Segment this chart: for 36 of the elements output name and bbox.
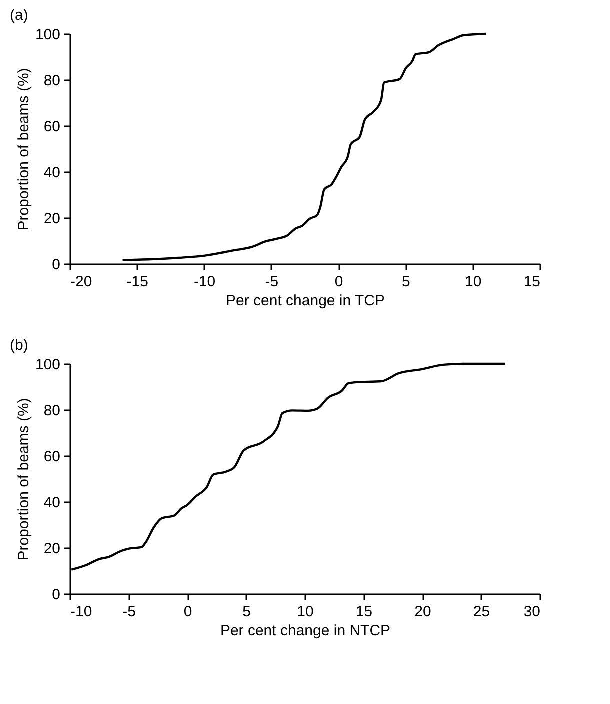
x-tick-label: 0: [184, 604, 192, 620]
x-tick-label: -5: [265, 274, 279, 290]
x-tick-label: 5: [402, 274, 410, 290]
y-tick-label: 100: [35, 26, 60, 44]
line-series: [122, 32, 488, 262]
y-tick-label: 40: [44, 494, 60, 512]
y-tick-label: 40: [44, 164, 60, 182]
x-tick-label: -5: [122, 604, 136, 620]
x-tick-label: -20: [70, 274, 92, 290]
x-axis-title: Per cent change in TCP: [226, 292, 385, 310]
x-tick-label: 0: [334, 274, 344, 290]
y-tick-label: 80: [44, 402, 60, 420]
x-tick-label: -10: [70, 604, 92, 620]
y-tick-label: 0: [52, 256, 60, 274]
y-tick-label: 60: [44, 448, 60, 466]
chart-title: (a): [10, 7, 28, 24]
x-tick-label: 10: [297, 604, 314, 620]
chart-title: (b): [10, 337, 28, 354]
x-tick-label: 15: [356, 604, 373, 620]
y-tick-label: 0: [52, 586, 60, 604]
x-tick-label: -10: [194, 274, 216, 290]
y-axis-title: Proportion of beams (%): [15, 398, 32, 561]
x-tick-label: -15: [126, 274, 148, 290]
y-tick-label: 80: [44, 72, 60, 90]
y-tick-label: 100: [35, 356, 60, 374]
y-tick-label: 20: [44, 210, 60, 228]
x-tick-label: 15: [524, 274, 540, 290]
x-tick-label: 25: [473, 604, 490, 620]
x-tick-label: 10: [465, 274, 482, 290]
y-tick-label: 60: [44, 118, 60, 136]
x-axis-title: Per cent change in NTCP: [220, 622, 391, 640]
y-axis-title: Proportion of beams (%): [15, 68, 32, 231]
x-tick-label: 5: [242, 604, 251, 620]
x-tick-label: 20: [414, 604, 432, 620]
y-tick-label: 20: [44, 540, 60, 558]
x-tick-label: 30: [524, 604, 540, 620]
